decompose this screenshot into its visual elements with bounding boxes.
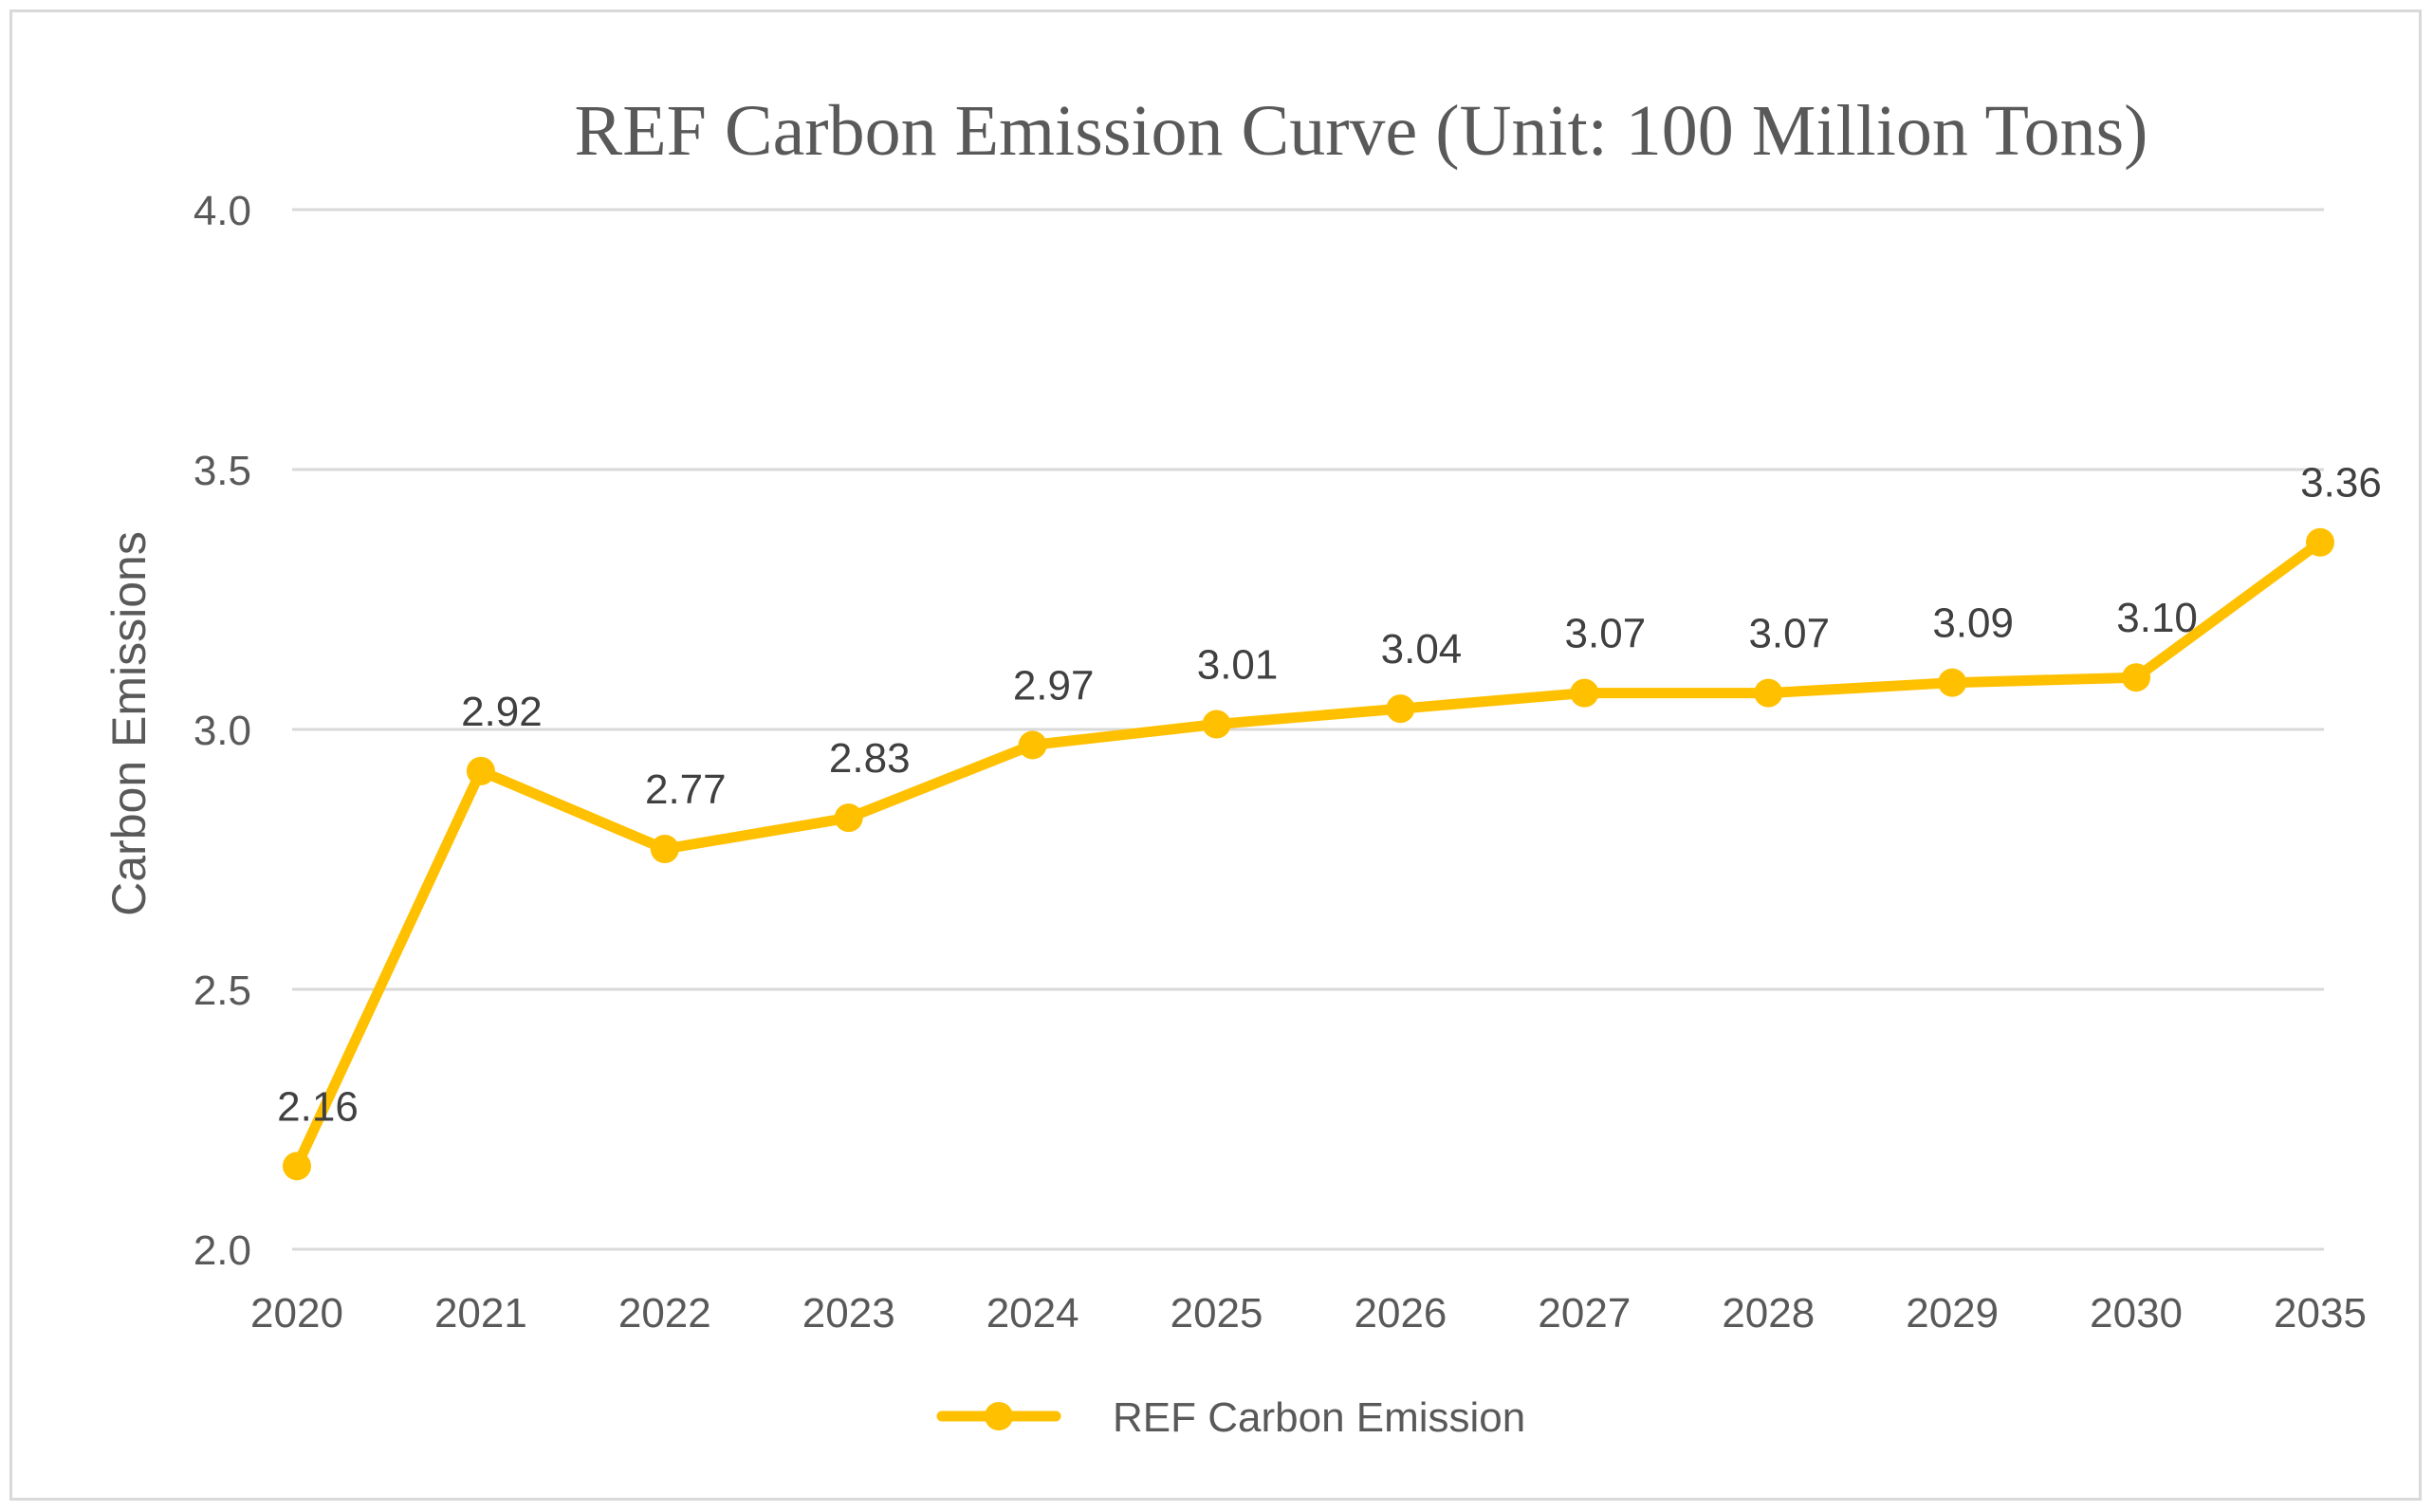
data-label-2024: 2.97 [1013,662,1095,709]
y-tick-label: 2.0 [194,1227,251,1274]
x-tick-label: 2023 [802,1290,895,1337]
gridlines [292,208,2324,1251]
legend-label: REF Carbon Emission [1113,1394,1525,1441]
data-point-2028[interactable] [1754,678,1783,708]
x-tick-label: 2022 [618,1290,711,1337]
data-label-2023: 2.83 [829,735,911,782]
y-tick-label: 3.0 [194,708,251,754]
y-tick-label: 2.5 [194,968,251,1014]
data-point-2022[interactable] [650,835,679,864]
data-label-2020: 2.16 [277,1083,359,1130]
data-label-2025: 3.01 [1197,642,1279,689]
data-label-2028: 3.07 [1748,611,1830,657]
data-label-2030: 3.10 [2116,595,2198,641]
data-labels: 2.16 2.92 2.77 2.83 2.97 3.01 3.04 3.07 3.07 3.09… [277,460,2382,1131]
data-label-2021: 2.92 [461,689,543,735]
x-tick-label: 2030 [2090,1290,2183,1337]
x-tick-label: 2027 [1538,1290,1631,1337]
x-tick-label: 2020 [250,1290,343,1337]
data-point-2029[interactable] [1938,668,1967,697]
y-axis-title: Carbon Emissions [102,531,156,916]
data-label-2027: 3.07 [1565,611,1647,657]
x-tick-label: 2026 [1355,1290,1447,1337]
y-axis-ticks: 2.0 2.5 3.0 3.5 4.0 [194,188,251,1274]
legend-marker-icon [985,1402,1013,1430]
x-tick-label: 2021 [434,1290,527,1337]
line-chart: REF Carbon Emission Curve (Unit: 100 Mil… [102,91,2382,1441]
data-point-2026[interactable] [1386,694,1415,724]
legend[interactable]: REF Carbon Emission [936,1394,1525,1441]
data-point-2025[interactable] [1202,710,1231,739]
chart-title: REF Carbon Emission Curve (Unit: 100 Mil… [575,91,2148,171]
data-point-2021[interactable] [466,756,495,785]
data-point-2024[interactable] [1018,730,1047,760]
data-point-2023[interactable] [834,803,863,833]
chart-frame: REF Carbon Emission Curve (Unit: 100 Mil… [9,9,2422,1501]
data-point-2030[interactable] [2122,663,2151,692]
data-label-2029: 3.09 [1932,600,2014,647]
data-label-2026: 3.04 [1381,626,1463,673]
data-point-2035[interactable] [2306,527,2334,557]
data-label-2035: 3.36 [2300,460,2382,507]
x-tick-label: 2035 [2274,1290,2367,1337]
x-axis-ticks: 2020 2021 2022 2023 2024 2025 2026 2027 2028 2029… [250,1290,2367,1337]
data-label-2022: 2.77 [645,766,727,813]
x-tick-label: 2029 [1906,1290,1999,1337]
series-line [291,537,2326,1171]
y-tick-label: 3.5 [194,448,251,494]
data-point-2020[interactable] [283,1152,311,1181]
series-layer [283,527,2334,1181]
y-tick-label: 4.0 [194,188,251,234]
x-tick-label: 2024 [986,1290,1079,1337]
data-point-2027[interactable] [1570,678,1599,708]
x-tick-label: 2025 [1170,1290,1263,1337]
x-tick-label: 2028 [1722,1290,1815,1337]
